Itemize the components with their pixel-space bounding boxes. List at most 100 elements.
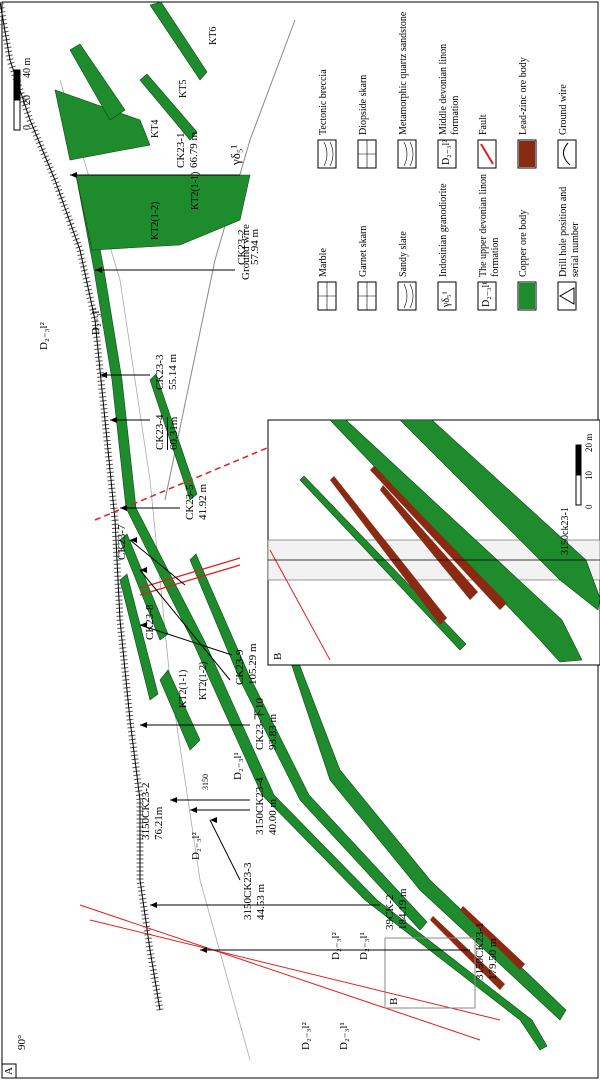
panel-label: A xyxy=(3,1067,15,1075)
drill-hole-depth: 66.79 m xyxy=(188,131,200,168)
copper-ore-body xyxy=(69,43,126,121)
drill-hole-name: CK23-1 xyxy=(175,132,187,168)
lead-zinc-bodies xyxy=(430,906,525,990)
legend-symbol: D₂₋₃l² xyxy=(441,139,452,165)
legend-box xyxy=(437,139,457,169)
drill-hole-depth: 184.19 m xyxy=(397,888,409,930)
legend-fault xyxy=(480,143,494,165)
ore-body-label: KT2(1-1) xyxy=(190,171,201,210)
inset-marker-label: B xyxy=(388,997,400,1005)
formation-label: D₂₋₃l¹ xyxy=(232,752,244,780)
drill-hole-name: CK23-下10 xyxy=(254,698,266,750)
formation-label: D₂₋₃l² xyxy=(300,1022,312,1050)
drill-hole-name: CK23-4 xyxy=(154,414,166,450)
lead-zinc-body xyxy=(430,916,505,990)
legend-label: Diopside skarn xyxy=(358,74,369,135)
legend-label: Copper ore body xyxy=(518,209,529,277)
scale-label: 20 m xyxy=(584,433,594,452)
legend-symbol: D₂₋₃l¹ xyxy=(481,281,492,307)
drill-hole-name: 3150CK23-4 xyxy=(254,777,266,835)
legend-label: Tectonic breccia xyxy=(318,69,329,135)
scale-label: 0 xyxy=(22,125,33,130)
legend-label: Ground wire xyxy=(558,84,569,135)
panel-box xyxy=(1,1063,17,1079)
drill-hole-name: CK23-9 xyxy=(234,649,246,685)
drill-hole xyxy=(139,569,231,681)
drill-hole-name: 3150CK23-2 xyxy=(140,782,152,840)
formation-label: D₂₋₃l¹ xyxy=(338,1022,350,1050)
inset-lead-zinc xyxy=(370,466,507,610)
scale-bar-inset xyxy=(575,444,582,506)
scale-bar-main xyxy=(13,69,21,131)
legend-drill xyxy=(558,287,575,305)
formation-label: D₂₋₃l² xyxy=(330,932,342,960)
fault xyxy=(89,919,501,1021)
legend-label: Metamorphic quartz sandstone xyxy=(398,11,409,135)
drill-arrow xyxy=(140,722,147,728)
scale-label: 20 xyxy=(22,95,33,105)
drill-hole-name: CK23-3 xyxy=(154,354,166,390)
drill-hole-depth: 41.92 m xyxy=(197,483,209,520)
legend-fill xyxy=(519,141,535,167)
drill-hole-name: CK23-5 xyxy=(184,484,196,520)
drill-hole-name: 3150CK23-1 xyxy=(474,922,486,980)
legend-box xyxy=(557,139,577,169)
legend-ground-wire xyxy=(563,142,571,166)
drill-hole-depth: 179.50 m xyxy=(487,938,499,980)
drill-arrow xyxy=(150,902,157,908)
legend-pattern xyxy=(403,141,414,167)
formation-label: D₂₋₃l² xyxy=(38,322,50,350)
copper-ore-body xyxy=(75,174,251,251)
legend-label: The upper devonian linon formation xyxy=(478,173,501,277)
legend-label: Indosinian granodiorite xyxy=(438,183,449,277)
legend-label: Fault xyxy=(478,114,489,135)
copper-ore-body xyxy=(119,573,159,701)
legend-symbol: γδ₅¹ xyxy=(441,291,452,307)
copper-ore-body xyxy=(159,669,201,751)
ground-wire-line xyxy=(164,19,296,501)
formation-label: D₂₋₃l¹ xyxy=(90,307,102,335)
drill-arrow xyxy=(110,417,117,423)
fault xyxy=(139,564,241,596)
scale-segment xyxy=(575,444,582,476)
inset-lead-zinc xyxy=(330,476,447,625)
fault xyxy=(79,904,481,1041)
drill-arrow xyxy=(100,372,107,378)
drill-arrow xyxy=(200,947,207,953)
drill-arrow xyxy=(140,567,147,573)
copper-ore-body xyxy=(189,553,428,931)
legend-symbols xyxy=(317,139,577,311)
legend-box xyxy=(477,281,497,311)
formation-label: D₂₋₃l¹ xyxy=(358,932,370,960)
drill-hole-depth: 55.14 m xyxy=(167,353,179,390)
inset-copper xyxy=(399,419,600,611)
scale-segment xyxy=(13,69,21,101)
ore-body-label: KT5 xyxy=(178,79,189,98)
legend-label: Sandy slate xyxy=(398,231,409,277)
scale-segment xyxy=(575,474,582,506)
drill-hole-depth: 93.83 m xyxy=(267,713,279,750)
adit-label: 3150 xyxy=(201,774,210,790)
copper-ore-body xyxy=(54,89,151,161)
drill-hole-depth: 76.21m xyxy=(153,806,165,840)
legend-box xyxy=(437,281,457,311)
drill-hole-depth: 44.53 m xyxy=(255,883,267,920)
drill-hole xyxy=(139,624,233,656)
legend-label: Garnet skarn xyxy=(358,225,369,277)
fault xyxy=(139,557,241,589)
inset-marker-box xyxy=(384,937,476,1009)
scale-segment xyxy=(13,99,21,131)
drill-arrow xyxy=(130,537,137,543)
legend-label: Marble xyxy=(318,248,329,277)
inset-copper xyxy=(299,475,467,651)
drill-arrow xyxy=(120,505,127,511)
legend-label: Lead-zinc ore body xyxy=(518,57,529,135)
ore-body-label: KT2(1-2) xyxy=(198,661,209,700)
drill-hole-depth: 60.31m xyxy=(167,416,180,450)
drill-hole-name: CK23-8 xyxy=(144,604,156,640)
drill-hole-name: CK23-7 xyxy=(116,524,128,560)
drill-hole xyxy=(209,819,241,881)
drill-hole-name: CK23-2 xyxy=(236,229,248,265)
